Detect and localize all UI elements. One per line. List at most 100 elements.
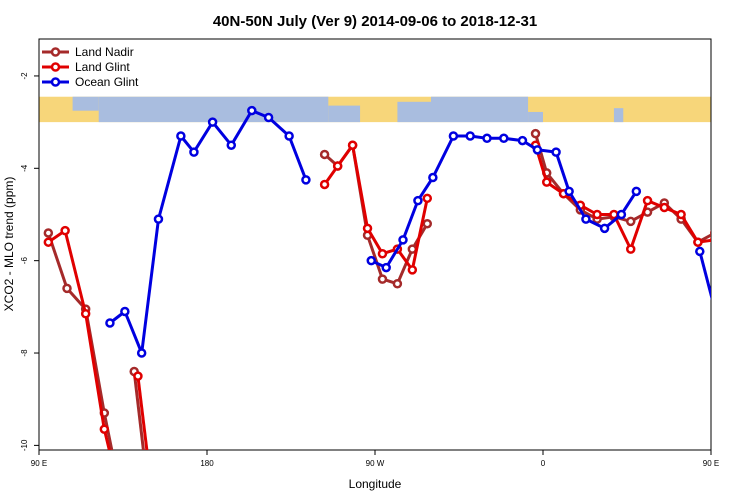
legend-item-ocean-glint: Ocean Glint [42, 75, 139, 89]
data-point-land-glint [676, 209, 686, 220]
data-point-ocean-glint [398, 235, 408, 245]
data-point-ocean-glint [616, 209, 627, 220]
series-line-ocean-glint [108, 109, 308, 355]
map-strip-ocean [613, 108, 624, 123]
y-tick-label: -10 [20, 439, 29, 451]
data-point-land-glint [642, 195, 653, 206]
data-point-ocean-glint [482, 133, 492, 144]
x-tick-label: 90 E [31, 459, 47, 468]
data-point-ocean-glint [713, 313, 720, 320]
data-point-ocean-glint [564, 186, 574, 197]
data-point-ocean-glint [428, 172, 438, 183]
data-point-ocean-glint [207, 117, 218, 127]
data-point-ocean-glint [381, 262, 391, 273]
legend-label: Ocean Glint [75, 75, 139, 89]
series-line-ocean-glint [698, 251, 711, 301]
data-point-ocean-glint [247, 105, 257, 116]
data-point-land-glint [659, 202, 670, 213]
data-point-land-glint [541, 177, 552, 187]
y-axis: -10 -8 -6 -4 -2 [20, 72, 39, 451]
data-point-ocean-glint [189, 147, 199, 157]
data-point-ocean-glint [176, 131, 186, 141]
data-point-land-nadir [392, 279, 403, 289]
legend-marker [50, 77, 61, 87]
data-point-land-nadir [62, 283, 72, 294]
legend-marker [50, 62, 61, 72]
world-map-strip [39, 96, 750, 123]
data-point-land-glint [319, 179, 330, 190]
x-tick-label: 0 [541, 459, 546, 468]
series-line-land-glint [136, 375, 149, 450]
data-point-ocean-glint [263, 112, 274, 123]
data-point-land-glint [362, 223, 373, 234]
data-point-ocean-glint [599, 223, 610, 234]
data-point-land-glint [332, 161, 343, 171]
data-point-land-nadir [377, 274, 388, 284]
data-point-land-glint [347, 140, 358, 150]
data-point-land-glint [422, 193, 433, 204]
x-tick-label: 90 E [703, 459, 719, 468]
map-strip-ocean [528, 111, 543, 123]
series-layer [43, 105, 750, 450]
data-point-land-glint [625, 244, 636, 254]
y-tick-label: -6 [20, 257, 29, 265]
legend-label: Land Nadir [75, 45, 134, 59]
data-point-land-nadir [43, 228, 54, 238]
data-point-land-nadir [319, 149, 330, 160]
data-point-ocean-glint [366, 255, 377, 266]
data-point-ocean-glint [517, 135, 528, 146]
data-point-ocean-glint [105, 318, 115, 328]
series-land-nadir [43, 128, 750, 450]
data-point-land-nadir [709, 230, 711, 236]
map-strip-ocean [328, 105, 361, 123]
data-point-land-glint [709, 236, 711, 243]
data-point-land-glint [80, 309, 91, 319]
series-land-glint [43, 140, 750, 450]
data-point-land-glint [592, 209, 602, 220]
data-point-ocean-glint [695, 246, 705, 257]
x-axis-label: Longitude [349, 477, 402, 491]
legend-marker [50, 47, 61, 57]
data-point-land-glint [60, 225, 70, 236]
series-line-land-nadir [132, 371, 145, 450]
data-point-ocean-glint [631, 186, 642, 197]
data-point-ocean-glint [499, 133, 509, 144]
series-ocean-glint [105, 105, 720, 358]
chart-title: 40N-50N July (Ver 9) 2014-09-06 to 2018-… [213, 13, 537, 30]
y-tick-label: -2 [20, 72, 29, 80]
data-point-ocean-glint [413, 195, 423, 206]
legend-label: Land Glint [75, 60, 130, 74]
map-strip-ocean [745, 97, 750, 111]
data-point-ocean-glint [120, 306, 130, 317]
data-point-land-nadir [728, 285, 735, 292]
series-line-land-glint [534, 144, 711, 251]
data-point-land-glint [43, 237, 54, 247]
x-tick-label: 90 W [366, 459, 385, 468]
data-point-ocean-glint [448, 131, 459, 141]
data-point-land-nadir [530, 128, 541, 139]
x-tick-label: 180 [200, 459, 214, 468]
data-point-land-glint [377, 248, 388, 259]
data-point-ocean-glint [551, 147, 561, 157]
data-point-ocean-glint [301, 175, 311, 185]
map-strip-ocean [72, 96, 99, 111]
data-point-ocean-glint [581, 214, 591, 224]
legend-item-land-glint: Land Glint [42, 60, 130, 74]
data-point-land-nadir [422, 218, 433, 229]
series-line-land-nadir [46, 232, 114, 450]
data-point-ocean-glint [465, 131, 475, 141]
data-point-ocean-glint [532, 145, 543, 155]
data-point-land-glint [407, 265, 418, 275]
series-line-land-nadir [534, 133, 711, 244]
map-strip-ocean [431, 96, 529, 123]
data-point-land-glint [99, 424, 110, 434]
map-strip-ocean [397, 101, 431, 123]
y-tick-label: -8 [20, 349, 29, 357]
data-point-land-glint [745, 310, 750, 317]
data-point-land-nadir [745, 306, 750, 313]
data-point-ocean-glint [153, 214, 164, 224]
data-point-land-glint [728, 227, 735, 234]
